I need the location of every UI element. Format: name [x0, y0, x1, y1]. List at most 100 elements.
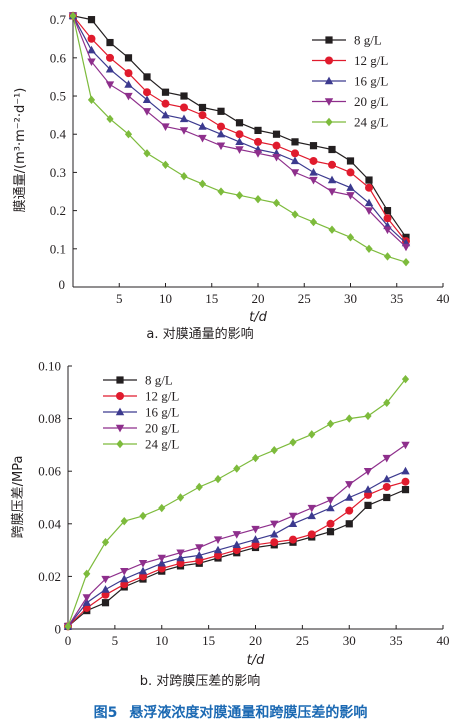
data-point	[235, 137, 244, 146]
data-point	[402, 257, 410, 267]
data-point	[327, 188, 337, 196]
x-tick-label: 35	[390, 291, 403, 306]
data-point	[326, 419, 335, 429]
data-point	[176, 553, 185, 562]
data-point	[290, 169, 300, 177]
data-point	[289, 535, 297, 544]
data-point	[383, 398, 391, 408]
y-tick-label: 0.06	[38, 464, 61, 479]
data-point	[179, 127, 189, 135]
data-point	[232, 546, 241, 555]
data-point	[217, 107, 225, 115]
x-axis-label: t/d	[247, 653, 265, 668]
data-point	[101, 575, 110, 584]
data-point	[364, 490, 372, 499]
data-point	[254, 194, 262, 204]
data-point	[82, 594, 91, 602]
data-point	[345, 520, 353, 528]
series-line	[67, 378, 406, 627]
y-tick-label: 0.5	[50, 89, 66, 104]
legend-marker	[116, 392, 124, 400]
data-point	[180, 172, 188, 181]
data-point	[69, 11, 77, 21]
data-point	[326, 528, 335, 536]
data-point	[105, 64, 115, 73]
data-point	[124, 92, 133, 101]
data-point	[365, 244, 373, 254]
data-point	[198, 103, 207, 112]
y-tick-label: 0	[55, 622, 62, 637]
data-point	[307, 504, 316, 513]
data-point	[346, 192, 355, 200]
y-tick-label: 0.6	[50, 50, 67, 65]
y-tick-label: 0.7	[50, 12, 67, 27]
data-point	[383, 214, 392, 223]
x-tick-label: 25	[296, 633, 309, 648]
x-tick-label: 5	[116, 291, 123, 306]
data-point	[120, 567, 129, 576]
data-point	[235, 130, 244, 139]
data-point	[161, 110, 170, 119]
series-line	[67, 489, 406, 627]
legend-marker	[325, 117, 333, 127]
data-point	[251, 535, 260, 543]
data-point	[83, 569, 91, 578]
figure-caption: 图5 悬浮液浓度对膜通量和跨膜压差的影响	[0, 702, 461, 722]
data-point	[272, 153, 281, 162]
legend-label: 12 g/L	[145, 389, 179, 404]
y-axis-label: 跨膜压差/MPa	[11, 456, 26, 539]
data-point	[217, 122, 225, 131]
data-point	[345, 414, 353, 423]
series-4	[69, 11, 410, 267]
figure-caption-label: 图5	[93, 705, 118, 721]
legend-marker	[324, 98, 334, 106]
data-point	[401, 477, 410, 486]
data-point	[195, 544, 204, 552]
data-point	[217, 187, 225, 196]
data-point	[270, 529, 279, 538]
data-point	[328, 145, 336, 154]
data-point	[328, 225, 336, 234]
x-tick-label: 40	[437, 291, 450, 306]
y-axis-label: 膜通量/(m³·m⁻²·d⁻¹)	[13, 88, 28, 213]
chart-subtitle: a. 对膜通量的影响	[146, 326, 253, 342]
legend-label: 8 g/L	[354, 33, 382, 48]
legend-marker	[116, 439, 124, 449]
data-point	[364, 501, 372, 509]
data-point	[124, 130, 133, 139]
data-point	[346, 233, 355, 242]
data-point	[346, 168, 355, 177]
data-point	[251, 453, 260, 463]
data-point	[401, 441, 410, 450]
data-point	[124, 80, 133, 88]
data-point	[326, 503, 335, 512]
legend-marker	[115, 424, 125, 433]
data-point	[180, 92, 188, 100]
data-point	[308, 430, 316, 439]
data-point	[176, 549, 185, 558]
data-point	[270, 538, 279, 547]
data-point	[363, 485, 373, 493]
x-tick-label: 20	[252, 291, 265, 306]
data-point	[328, 160, 336, 169]
data-point	[139, 511, 147, 521]
data-point	[161, 123, 170, 131]
legend-label: 24 g/L	[145, 437, 179, 452]
data-point	[214, 551, 222, 560]
data-point	[157, 558, 166, 567]
legend-label: 8 g/L	[145, 373, 173, 388]
data-point	[87, 16, 96, 24]
data-point	[120, 574, 129, 583]
data-point	[364, 198, 374, 207]
data-point	[365, 176, 373, 184]
data-point	[143, 88, 151, 97]
chart-b: 0 5 10 15 20 25 30 35 40 0 0.02 0.04 0.06 0.08 0.10 t/d…	[11, 359, 450, 690]
data-point	[290, 156, 300, 165]
data-point	[383, 207, 392, 215]
data-point	[176, 493, 185, 502]
legend-marker	[325, 56, 333, 65]
data-point	[138, 560, 148, 568]
data-point	[291, 149, 299, 158]
data-point	[309, 156, 318, 165]
data-point	[142, 95, 152, 104]
